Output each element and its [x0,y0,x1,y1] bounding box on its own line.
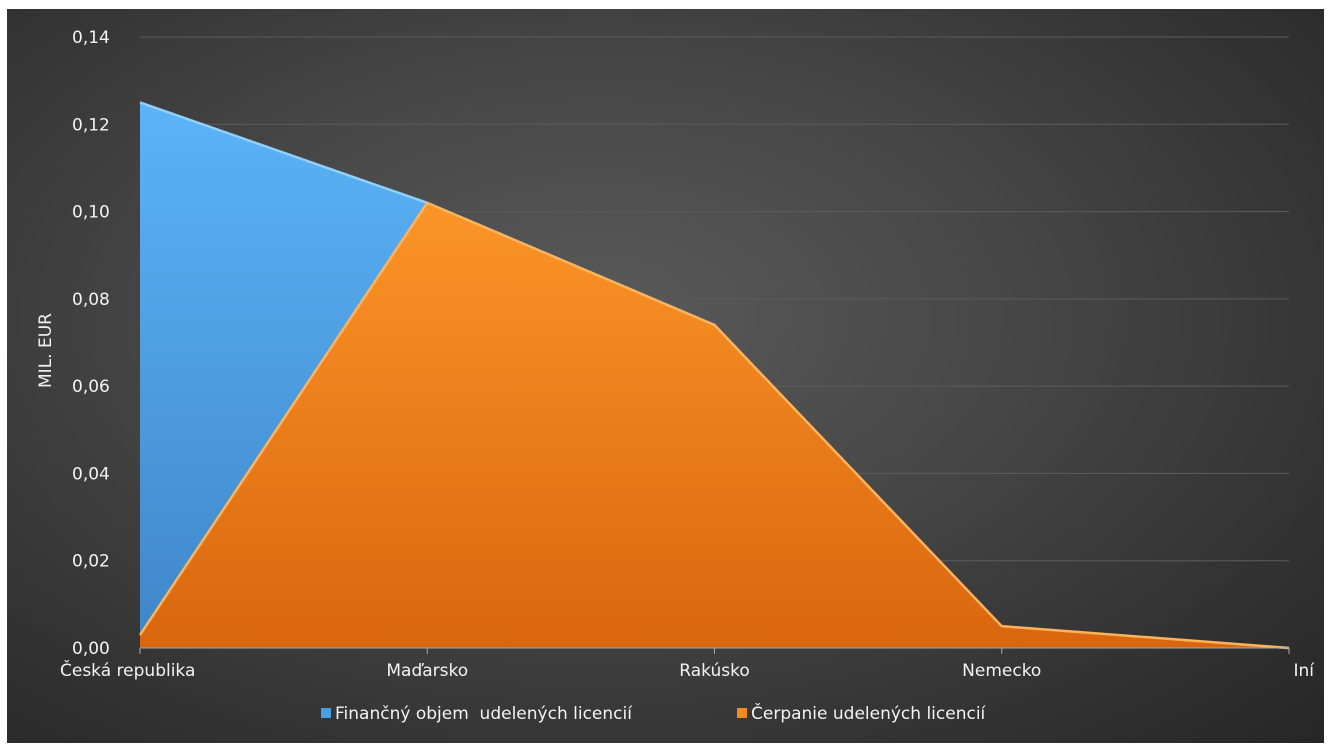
legend: Finančný objem udelených licencií Čerpani… [321,702,987,724]
axes: 0,00 0,02 0,04 0,06 0,08 0,10 0,12 0,14 Česká re… [60,28,1315,681]
y-tick-label: 0,12 [72,115,110,135]
x-tick-label: Maďarsko [386,661,468,681]
y-tick-label: 0,04 [72,464,110,484]
x-tick-label: Nemecko [962,661,1041,681]
series-area-1 [140,202,1289,649]
y-axis-title: MIL. EUR [36,313,56,388]
x-tick-label: Iní [1293,661,1315,681]
series-areas [138,101,1290,650]
legend-label-0: Finančný objem udelených licencií [335,704,633,724]
y-tick-label: 0,06 [72,377,110,397]
y-tick-label: 0,02 [72,552,110,572]
y-tick-label: 0,08 [72,290,110,310]
chart-frame: 0,00 0,02 0,04 0,06 0,08 0,10 0,12 0,14 Česká re… [7,9,1324,743]
series-edge-1 [138,201,1290,650]
legend-label-1: Čerpanie udelených licencií [751,702,987,724]
area-chart: 0,00 0,02 0,04 0,06 0,08 0,10 0,12 0,14 Česká re… [36,28,1315,724]
y-tick-label: 0,00 [72,639,110,659]
legend-swatch-1 [737,708,747,718]
x-tick-label: Česká republika [60,659,195,681]
y-tick-label: 0,14 [72,28,110,48]
y-tick-label: 0,10 [72,203,110,223]
legend-swatch-0 [321,708,331,718]
x-tick-label: Rakúsko [679,661,749,681]
